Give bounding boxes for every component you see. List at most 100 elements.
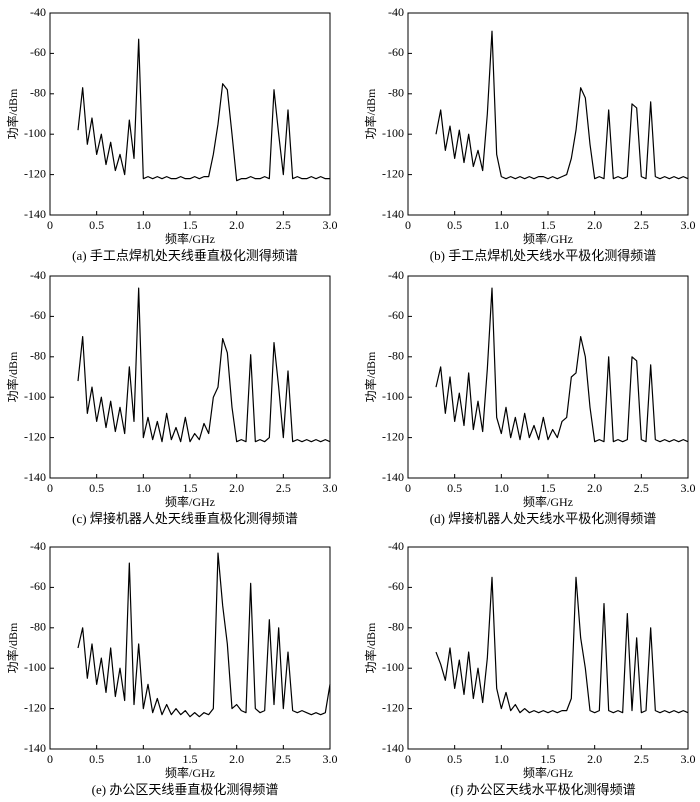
y-axis-label: 功率/dBm [363, 351, 378, 402]
y-tick-label: -120 [24, 700, 46, 714]
y-tick-label: -60 [30, 579, 46, 593]
spectrum-line [77, 552, 331, 718]
y-axis-label: 功率/dBm [5, 351, 20, 402]
y-tick-label: -140 [24, 207, 46, 221]
y-tick-label: -100 [382, 389, 404, 403]
y-tick-label: -40 [388, 268, 404, 282]
x-tick-label: 2.0 [229, 752, 244, 766]
y-tick-label: -140 [382, 207, 404, 221]
caption: (f) 办公区天线水平极化测得频谱 [450, 782, 635, 797]
y-tick-label: -140 [382, 741, 404, 755]
x-tick-label: 2.5 [634, 752, 649, 766]
x-tick-label: 1.0 [494, 481, 509, 495]
y-tick-label: -100 [24, 126, 46, 140]
x-tick-label: 1.5 [183, 752, 198, 766]
x-tick-label: 0 [405, 218, 411, 232]
x-tick-label: 0.5 [89, 752, 104, 766]
x-tick-label: 0.5 [89, 481, 104, 495]
y-axis-label: 功率/dBm [363, 88, 378, 139]
y-tick-label: -140 [24, 741, 46, 755]
y-axis-label: 功率/dBm [5, 622, 20, 673]
spectrum-line [435, 30, 689, 180]
y-tick-label: -40 [388, 539, 404, 553]
y-tick-label: -60 [30, 45, 46, 59]
x-axis-label: 频率/GHz [523, 494, 573, 509]
x-tick-label: 0.5 [447, 481, 462, 495]
y-tick-label: -80 [388, 620, 404, 634]
x-tick-label: 2.5 [634, 481, 649, 495]
caption: (a) 手工点焊机处天线垂直极化测得频谱 [72, 248, 298, 263]
spectrum-line [77, 287, 331, 443]
x-tick-label: 0 [47, 218, 53, 232]
x-tick-label: 2.0 [587, 752, 602, 766]
y-tick-label: -40 [30, 5, 46, 19]
caption: (b) 手工点焊机处天线水平极化测得频谱 [430, 248, 656, 263]
y-tick-label: -80 [388, 86, 404, 100]
y-tick-label: -60 [388, 579, 404, 593]
y-tick-label: -100 [382, 660, 404, 674]
spectrum-line [435, 287, 689, 443]
y-tick-label: -120 [382, 429, 404, 443]
x-tick-label: 2.5 [276, 752, 291, 766]
y-tick-label: -100 [24, 389, 46, 403]
x-tick-label: 1.5 [541, 752, 556, 766]
y-tick-label: -80 [30, 349, 46, 363]
y-tick-label: -120 [382, 166, 404, 180]
y-tick-label: -60 [30, 308, 46, 322]
y-tick-label: -40 [30, 539, 46, 553]
y-tick-label: -120 [382, 700, 404, 714]
y-tick-label: -140 [24, 470, 46, 484]
x-axis-label: 频率/GHz [165, 765, 215, 780]
caption: (e) 办公区天线垂直极化测得频谱 [92, 782, 279, 797]
x-tick-label: 0.5 [447, 752, 462, 766]
x-tick-label: 2.0 [587, 481, 602, 495]
x-tick-label: 1.5 [541, 218, 556, 232]
x-tick-label: 2.0 [229, 481, 244, 495]
x-tick-label: 0 [47, 481, 53, 495]
y-tick-label: -120 [24, 166, 46, 180]
x-axis-label: 频率/GHz [523, 231, 573, 246]
y-tick-label: -60 [388, 308, 404, 322]
plot-frame [407, 12, 689, 216]
x-axis-label: 频率/GHz [165, 494, 215, 509]
x-tick-label: 0 [47, 752, 53, 766]
x-tick-label: 1.0 [494, 752, 509, 766]
x-tick-label: 1.0 [136, 752, 151, 766]
x-tick-label: 2.5 [634, 218, 649, 232]
y-tick-label: -80 [30, 620, 46, 634]
x-axis-label: 频率/GHz [165, 231, 215, 246]
y-tick-label: -120 [24, 429, 46, 443]
spectrum-line [77, 38, 330, 182]
x-tick-label: 2.5 [276, 218, 291, 232]
y-tick-label: -60 [388, 45, 404, 59]
x-tick-label: 3.0 [681, 218, 696, 232]
x-tick-label: 1.0 [136, 218, 151, 232]
x-tick-label: 3.0 [323, 752, 338, 766]
y-tick-label: -40 [30, 268, 46, 282]
y-tick-label: -80 [388, 349, 404, 363]
y-axis-label: 功率/dBm [363, 622, 378, 673]
y-tick-label: -100 [382, 126, 404, 140]
x-tick-label: 1.5 [183, 218, 198, 232]
y-axis-label: 功率/dBm [5, 88, 20, 139]
y-tick-label: -100 [24, 660, 46, 674]
caption: (d) 焊接机器人处天线水平极化测得频谱 [430, 511, 656, 526]
x-tick-label: 0.5 [447, 218, 462, 232]
y-tick-label: -80 [30, 86, 46, 100]
y-tick-label: -40 [388, 5, 404, 19]
x-tick-label: 3.0 [681, 752, 696, 766]
x-tick-label: 3.0 [323, 481, 338, 495]
x-tick-label: 2.5 [276, 481, 291, 495]
x-tick-label: 3.0 [323, 218, 338, 232]
caption: (c) 焊接机器人处天线垂直极化测得频谱 [72, 511, 298, 526]
x-tick-label: 0 [405, 752, 411, 766]
x-tick-label: 1.0 [494, 218, 509, 232]
x-tick-label: 1.0 [136, 481, 151, 495]
x-tick-label: 1.5 [183, 481, 198, 495]
x-tick-label: 0 [405, 481, 411, 495]
x-axis-label: 频率/GHz [523, 765, 573, 780]
spectrum-line [435, 576, 689, 714]
x-tick-label: 1.5 [541, 481, 556, 495]
x-tick-label: 3.0 [681, 481, 696, 495]
